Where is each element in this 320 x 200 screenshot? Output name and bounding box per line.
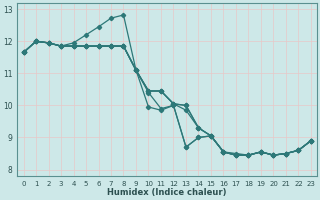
X-axis label: Humidex (Indice chaleur): Humidex (Indice chaleur) <box>108 188 227 197</box>
